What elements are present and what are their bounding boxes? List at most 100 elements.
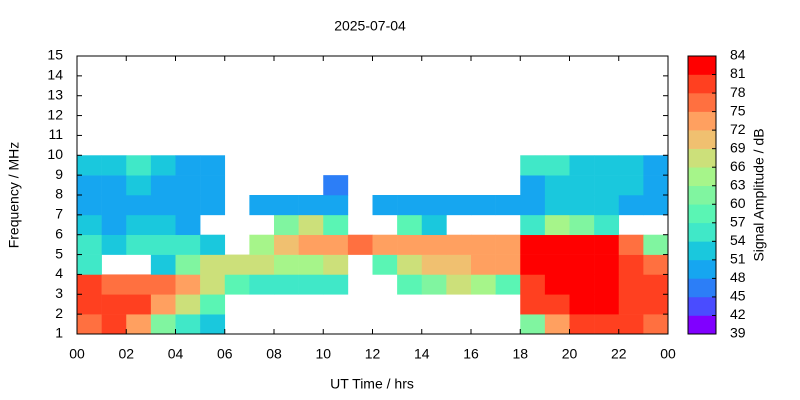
heatmap-cell (200, 294, 226, 315)
heatmap-cell (594, 175, 620, 196)
heatmap-cell (618, 314, 644, 335)
heatmap-cell (471, 195, 496, 216)
heatmap-cell (618, 195, 644, 216)
heatmap-cell (274, 274, 299, 295)
x-tick-label: 04 (168, 346, 184, 362)
heatmap-cell (101, 274, 127, 295)
heatmap-cell (200, 314, 226, 335)
heatmap-cell (544, 214, 570, 236)
heatmap-cell (298, 274, 324, 295)
x-tick-label: 18 (512, 346, 528, 362)
heatmap-cell (569, 294, 595, 315)
heatmap-cell (77, 294, 102, 315)
heatmap-cell (101, 294, 127, 315)
heatmap-cell (446, 195, 472, 216)
heatmap-cell (77, 155, 102, 176)
heatmap-cell (150, 234, 176, 255)
colorbar-tick-label: 81 (730, 65, 746, 81)
heatmap-cell (520, 274, 546, 295)
y-tick-label: 2 (55, 305, 63, 321)
heatmap-cell (397, 254, 423, 275)
x-tick-label: 12 (365, 346, 381, 362)
colorbar-segment (688, 222, 716, 242)
heatmap-cell (569, 214, 595, 236)
y-tick-label: 11 (48, 126, 63, 142)
heatmap-cell (421, 234, 447, 255)
heatmap-cell (126, 155, 152, 176)
heatmap-cell (101, 155, 127, 176)
x-tick-label: 06 (217, 346, 233, 362)
heatmap-cell (249, 274, 275, 295)
heatmap-cell (618, 294, 644, 315)
heatmap-cell (126, 195, 152, 216)
colorbar-segment (688, 56, 716, 75)
y-tick-label: 15 (47, 47, 63, 63)
heatmap-cell (643, 175, 669, 196)
heatmap-cell (446, 274, 472, 295)
heatmap-cell (471, 234, 496, 255)
heatmap-cell (643, 155, 669, 176)
x-tick-label: 08 (266, 346, 282, 362)
heatmap-cell (495, 274, 521, 295)
heatmap-cell (323, 195, 349, 216)
y-tick-label: 7 (55, 206, 63, 222)
heatmap-cell (126, 175, 152, 196)
colorbar-segment (688, 241, 716, 261)
x-tick-label: 16 (463, 346, 479, 362)
heatmap-cell (618, 234, 644, 255)
y-tick-label: 4 (55, 265, 63, 281)
heatmap-cell (594, 294, 620, 315)
colorbar-tick-label: 51 (730, 251, 746, 267)
heatmap-cell (175, 314, 201, 335)
y-tick-label: 6 (55, 225, 63, 241)
heatmap-cell (643, 274, 669, 295)
heatmap-cell (421, 195, 447, 216)
colorbar-segment (688, 278, 716, 298)
colorbar-tick-label: 78 (730, 84, 746, 100)
colorbar-segment (688, 204, 716, 224)
colorbar-tick-label: 42 (730, 306, 746, 322)
heatmap-cell (323, 254, 349, 275)
heatmap-cell (372, 234, 398, 255)
y-tick-label: 3 (55, 285, 63, 301)
heatmap-cell (150, 314, 176, 335)
colorbar-tick-label: 84 (730, 47, 746, 63)
y-tick-label: 1 (55, 325, 63, 341)
heatmap-cell (274, 234, 299, 255)
heatmap-cell (544, 314, 570, 335)
heatmap-cell (544, 294, 570, 315)
heatmap-cell (323, 214, 349, 236)
colorbar-tick-label: 75 (730, 102, 746, 118)
x-tick-label: 10 (315, 346, 331, 362)
heatmap-cell (101, 214, 127, 236)
heatmap-cell (347, 234, 373, 255)
heatmap-cell (175, 195, 201, 216)
colorbar-tick-label: 63 (730, 176, 746, 192)
heatmap-cell (520, 155, 546, 176)
heatmap-cell (569, 314, 595, 335)
heatmap-cell (175, 294, 201, 315)
colorbar-frame (687, 55, 717, 335)
heatmap-cell (150, 254, 176, 275)
heatmap-cell (618, 254, 644, 275)
heatmap-cell (372, 195, 398, 216)
x-tick-label: 00 (69, 346, 85, 362)
heatmap-cell (150, 155, 176, 176)
heatmap-cell (224, 254, 250, 275)
heatmap-cell (77, 274, 102, 295)
heatmap-cell (101, 195, 127, 216)
x-tick-label: 22 (611, 346, 627, 362)
heatmap-cell (323, 175, 349, 196)
heatmap-cell (520, 254, 546, 275)
heatmap-cell (298, 234, 324, 255)
heatmap-cell (274, 195, 299, 216)
heatmap-cell (200, 254, 226, 275)
colorbar-segment (688, 148, 716, 168)
heatmap-cell (643, 314, 669, 335)
heatmap-cell (175, 175, 201, 196)
heatmap-cell (77, 214, 102, 236)
heatmap-cell (569, 254, 595, 275)
heatmap-cell (77, 195, 102, 216)
heatmap-cell (200, 175, 226, 196)
colorbar-tick-label: 72 (730, 121, 746, 137)
